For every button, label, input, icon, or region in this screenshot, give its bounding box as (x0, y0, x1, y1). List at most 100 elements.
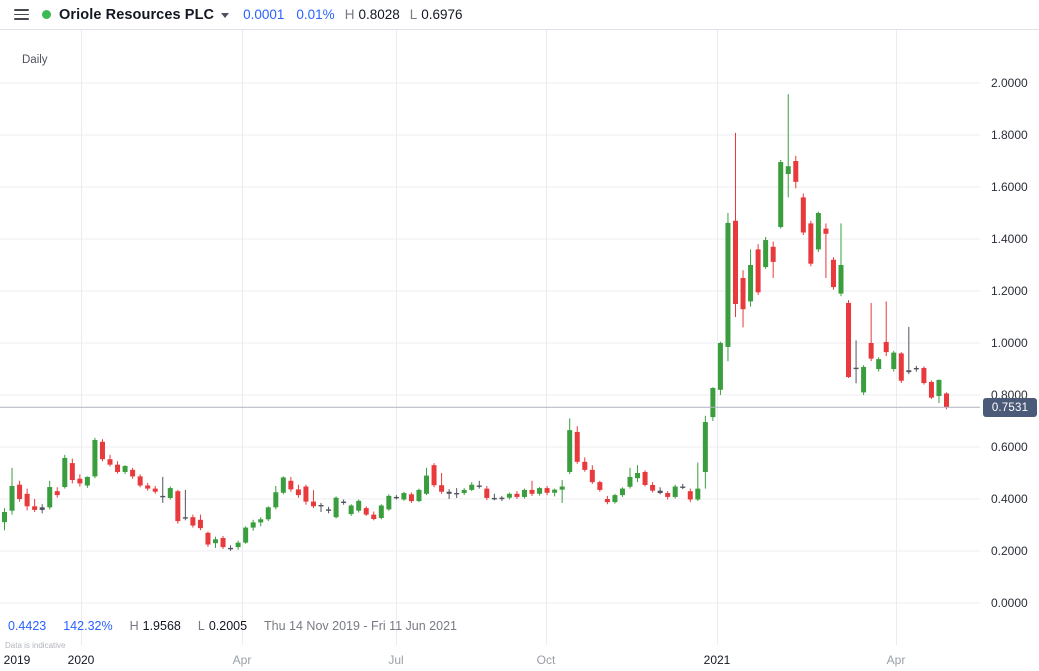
session-high: H 0.8028 (344, 7, 400, 22)
x-axis-label: 2019 (3, 653, 31, 667)
x-axis-label: Oct (536, 653, 556, 667)
candlestick (235, 542, 241, 548)
candlestick (793, 161, 799, 182)
candlestick (371, 514, 377, 520)
candlestick (378, 505, 384, 518)
x-axis-label: 2021 (703, 653, 731, 667)
candlestick (213, 539, 219, 544)
candlestick (54, 491, 60, 496)
y-axis-label: 0.4000 (991, 492, 1028, 506)
candlestick (84, 476, 90, 486)
candlestick (348, 505, 354, 515)
candlestick (333, 497, 339, 518)
candlestick (130, 469, 136, 477)
y-axis-label: 2.0000 (991, 76, 1028, 90)
candlestick (537, 488, 543, 494)
period-low: L 0.2005 (197, 619, 248, 633)
candlestick (47, 487, 53, 508)
candlestick (838, 265, 844, 294)
candlestick (710, 387, 716, 418)
symbol-button[interactable]: Oriole Resources PLC (59, 6, 230, 23)
x-axis-label: Jul (388, 653, 404, 667)
candlestick (883, 341, 889, 353)
candlestick (612, 495, 618, 503)
candlestick (92, 439, 98, 477)
candlestick (356, 500, 362, 511)
candlestick (2, 512, 7, 523)
menu-icon[interactable] (14, 9, 29, 20)
candlestick (687, 491, 693, 500)
price-change-percent: 0.01% (296, 7, 335, 22)
candlestick (431, 465, 437, 486)
period-change: 0.4423 (8, 619, 47, 633)
candlestick (393, 496, 399, 499)
symbol-name: Oriole Resources PLC (59, 6, 215, 23)
candlestick (39, 507, 45, 510)
chart-area[interactable]: Daily 2.0000 1.8000 1.6000 1.4000 1.2000 1.00… (0, 30, 1039, 671)
candlestick (928, 382, 934, 398)
candlestick (800, 197, 806, 233)
header-bar: Oriole Resources PLC 0.0001 0.01% H 0.80… (0, 0, 1039, 30)
candlestick (439, 485, 445, 492)
candlestick (770, 246, 776, 262)
y-axis-label: 1.0000 (991, 336, 1028, 350)
candlestick (265, 507, 271, 520)
candlestick (416, 489, 422, 502)
chevron-down-icon (221, 13, 230, 18)
candlestick (544, 488, 550, 493)
candlestick (32, 506, 38, 510)
candlestick-plot (0, 30, 980, 645)
candlestick (288, 480, 294, 490)
candlestick (318, 504, 324, 507)
candlestick (944, 393, 949, 408)
candlestick (197, 519, 203, 529)
candlestick (891, 352, 897, 369)
candlestick (657, 490, 663, 494)
candlestick (77, 478, 83, 484)
candlestick (122, 465, 128, 472)
x-axis-label: 2020 (67, 653, 95, 667)
y-axis-label: 0.6000 (991, 440, 1028, 454)
candlestick (514, 493, 520, 497)
candlestick (303, 486, 309, 502)
timeframe-label: Daily (22, 54, 48, 66)
candlestick (717, 343, 723, 390)
candlestick (454, 493, 460, 495)
candlestick (672, 486, 678, 497)
candlestick (785, 166, 791, 174)
candlestick (748, 265, 754, 302)
candlestick (913, 367, 919, 370)
candlestick (326, 509, 332, 511)
candlestick (665, 493, 671, 497)
market-status-dot-icon (42, 10, 51, 19)
candlestick (228, 547, 234, 550)
candlestick (341, 501, 347, 503)
candlestick (650, 484, 656, 491)
candlestick (763, 240, 769, 268)
candlestick (115, 464, 121, 472)
candlestick (137, 476, 143, 486)
candlestick (808, 223, 814, 264)
y-axis-label: 0.2000 (991, 544, 1028, 558)
candlestick (868, 343, 874, 359)
candlestick (273, 492, 279, 508)
price-change: 0.0001 (243, 7, 285, 22)
candlestick (446, 491, 452, 494)
candlestick (9, 486, 15, 511)
candlestick (702, 422, 708, 472)
candlestick (401, 493, 407, 500)
candlestick (559, 486, 565, 490)
candlestick (258, 519, 264, 523)
candlestick (567, 430, 573, 472)
candlestick (295, 489, 301, 496)
candlestick (99, 441, 105, 460)
candlestick (830, 259, 836, 288)
candlestick (635, 473, 641, 479)
candlestick (243, 527, 249, 543)
x-axis-label: Apr (232, 653, 252, 667)
candlestick (499, 497, 505, 500)
candlestick (152, 488, 158, 492)
y-axis-label: 1.4000 (991, 232, 1028, 246)
candlestick (725, 222, 731, 347)
